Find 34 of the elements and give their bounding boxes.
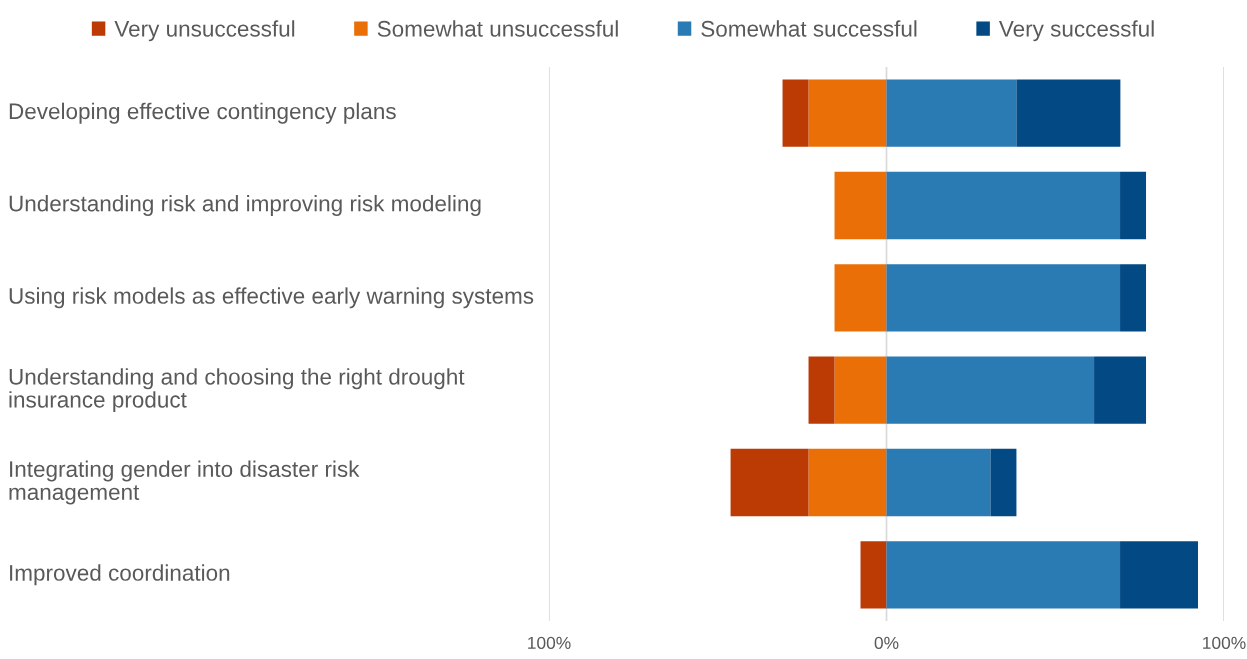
bar <box>834 171 887 240</box>
bar <box>886 356 1095 424</box>
y-tick-label: Using risk models as effective early warning systems <box>9 287 534 309</box>
y-tick-label: Improved coordination <box>10 564 230 586</box>
y-tick-label: Understanding and choosing the right drought insurance product <box>9 368 465 413</box>
x-tick-label: 100% <box>528 636 571 650</box>
bar <box>808 356 835 424</box>
bar <box>1120 171 1147 240</box>
bar <box>834 356 887 424</box>
y-tick-label: Developing effective contingency plans <box>9 102 396 124</box>
bar <box>886 541 1121 609</box>
bar <box>808 448 887 517</box>
bar <box>886 448 991 517</box>
bar <box>1120 264 1147 332</box>
bar <box>808 79 887 147</box>
bar <box>886 79 1017 147</box>
bar <box>782 79 809 147</box>
legend-label: Somewhat successful <box>701 20 917 37</box>
x-tick-label: 100% <box>1203 636 1246 650</box>
bar <box>886 264 1121 332</box>
bar <box>1016 79 1121 147</box>
x-tick-label: 0% <box>874 636 899 650</box>
bar <box>990 448 1017 517</box>
bar <box>1120 541 1199 609</box>
legend-label: Somewhat unsuccessful <box>377 20 618 37</box>
y-tick-label: Integrating gender into disaster risk management <box>9 460 360 505</box>
bar <box>834 264 887 332</box>
y-tick-label: Understanding risk and improving risk modeling <box>9 195 481 216</box>
bar <box>730 448 809 517</box>
legend-label: Very successful <box>998 20 1154 42</box>
legend-label: Very unsuccessful <box>114 20 295 42</box>
bar <box>860 541 887 609</box>
bar <box>1094 356 1147 424</box>
bar <box>886 171 1121 240</box>
